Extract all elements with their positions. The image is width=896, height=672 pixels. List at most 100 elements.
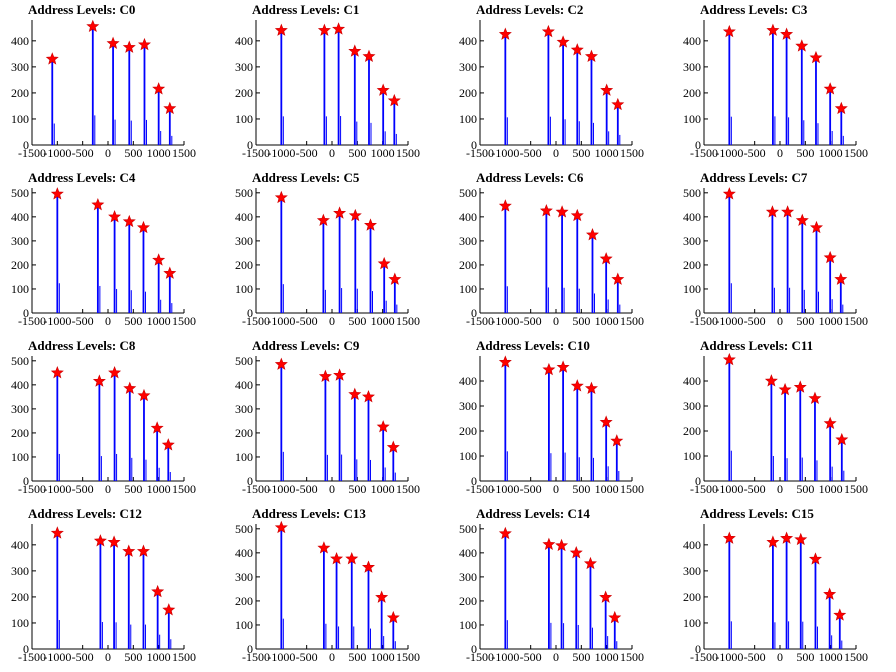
histogram-panel: Address Levels: C80100200300400500-1500-… [11, 338, 196, 496]
level-star-marker [835, 432, 849, 446]
level-star-marker [317, 23, 331, 36]
histogram-panel: Address Levels: C3 0 100 200 300 400 -1500-100… [683, 2, 868, 160]
level-star-marker [316, 213, 330, 226]
level-star-marker [795, 213, 809, 226]
y-tick-label: 200 [459, 424, 477, 438]
level-star-marker [122, 544, 136, 557]
x-tick-label: -1000 [491, 482, 519, 496]
y-tick-label: 0 [247, 474, 253, 488]
y-tick-label: 400 [235, 34, 253, 48]
x-tick-label: -1000 [491, 650, 519, 664]
x-tick-label: 1500 [172, 146, 196, 160]
x-tick-label: -500 [296, 482, 318, 496]
x-tick-label: -1000 [267, 482, 295, 496]
y-tick-label: 200 [235, 426, 253, 440]
x-tick-label: 1000 [147, 314, 171, 328]
level-star-marker [106, 36, 120, 49]
x-tick-label: 0 [105, 650, 111, 664]
y-tick-label: 100 [459, 618, 477, 632]
level-star-marker [823, 82, 837, 95]
y-tick-label: 0 [471, 138, 477, 152]
x-tick-label: 0 [777, 314, 783, 328]
panel-title: Address Levels: C13 [252, 506, 366, 521]
panel-title: Address Levels: C8 [28, 338, 136, 353]
level-star-marker [570, 379, 584, 392]
x-tick-label: 0 [553, 314, 559, 328]
y-tick-label: 300 [11, 60, 29, 74]
level-star-marker [765, 205, 779, 218]
y-tick-label: 300 [459, 60, 477, 74]
x-tick-label: 1000 [371, 650, 395, 664]
level-star-marker [108, 210, 122, 223]
x-tick-label: -1000 [267, 314, 295, 328]
level-star-marker [722, 352, 736, 366]
y-tick-label: 0 [471, 642, 477, 656]
y-tick-label: 300 [683, 60, 701, 74]
level-star-marker [50, 187, 64, 200]
x-tick-label: 1500 [620, 482, 644, 496]
histogram-panel: Address Levels: C40100200300400500-1500-… [11, 170, 196, 328]
y-tick-label: 100 [11, 450, 29, 464]
level-star-marker [809, 50, 823, 64]
level-star-marker [834, 272, 848, 285]
x-tick-label: -1500 [18, 482, 46, 496]
y-tick-label: 400 [11, 34, 29, 48]
panel-title: Address Levels: C4 [28, 170, 136, 185]
level-star-marker [376, 420, 390, 433]
y-tick-label: 400 [11, 378, 29, 392]
y-tick-label: 300 [11, 564, 29, 578]
level-star-marker [375, 590, 389, 603]
level-star-marker [722, 24, 736, 38]
x-tick-label: 1000 [371, 314, 395, 328]
x-tick-label: 1000 [819, 314, 843, 328]
y-tick-label: 400 [11, 538, 29, 552]
histogram-panel: Address Levels: C1 0 100 200 300 400 -1500-100… [235, 2, 420, 160]
y-tick-label: 200 [235, 258, 253, 272]
level-star-marker [599, 590, 613, 603]
y-tick-label: 200 [11, 426, 29, 440]
level-star-marker [766, 535, 780, 548]
x-tick-label: 500 [572, 650, 590, 664]
y-tick-label: 200 [459, 258, 477, 272]
level-star-marker [764, 374, 778, 387]
level-star-marker [107, 535, 121, 548]
level-star-marker [498, 199, 512, 212]
level-star-marker [794, 532, 808, 546]
x-tick-label: 1500 [620, 146, 644, 160]
y-tick-label: 300 [235, 570, 253, 584]
histogram-panel: Address Levels: C0 0 100 200 300 400 -1500-100… [11, 2, 196, 160]
level-star-marker [599, 252, 613, 265]
x-tick-label: 1500 [396, 146, 420, 160]
x-tick-label: -500 [72, 314, 94, 328]
x-tick-label: 0 [329, 482, 335, 496]
panel-title: Address Levels: C11 [700, 338, 813, 353]
level-star-marker [332, 22, 346, 35]
level-star-marker [93, 534, 107, 547]
y-tick-label: 500 [11, 354, 29, 368]
y-tick-label: 400 [235, 378, 253, 392]
x-tick-label: 0 [329, 650, 335, 664]
x-tick-label: 500 [572, 146, 590, 160]
level-star-marker [570, 43, 584, 56]
level-star-marker [569, 546, 583, 559]
level-star-marker [150, 421, 164, 434]
x-tick-label: -1000 [43, 650, 71, 664]
level-star-marker [137, 37, 151, 51]
y-tick-label: 400 [459, 374, 477, 388]
y-tick-label: 200 [459, 86, 477, 100]
level-star-marker [583, 556, 597, 570]
x-tick-label: -1500 [242, 314, 270, 328]
x-tick-label: 1000 [819, 482, 843, 496]
panel-title: Address Levels: C1 [252, 2, 359, 17]
x-tick-label: -1000 [715, 650, 743, 664]
x-tick-label: 0 [553, 146, 559, 160]
x-tick-label: -500 [744, 650, 766, 664]
y-tick-label: 500 [683, 186, 701, 200]
y-tick-label: 200 [683, 590, 701, 604]
x-tick-label: 1000 [147, 482, 171, 496]
level-star-marker [317, 541, 331, 554]
y-tick-label: 200 [459, 594, 477, 608]
x-tick-label: -1000 [43, 146, 71, 160]
x-tick-label: 0 [329, 146, 335, 160]
